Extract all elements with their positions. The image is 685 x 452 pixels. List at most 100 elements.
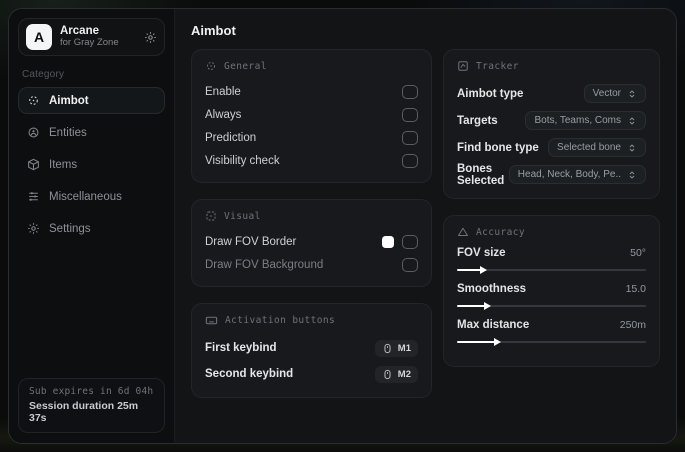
app-window: A Arcane for Gray Zone Category [8,8,677,444]
accuracy-card-header: Accuracy [457,226,646,238]
app-subtitle: for Gray Zone [60,37,119,49]
section-title: Activation buttons [225,315,336,326]
section-title: Accuracy [476,226,525,238]
section-title: Visual [224,210,261,222]
crosshair-icon [27,94,40,107]
activation-buttons-card: Activation buttons First keybind M1 [191,303,432,398]
sidebar-item-miscellaneous[interactable]: Miscellaneous [18,183,165,210]
sidebar-item-label: Items [49,158,78,171]
focus-icon [205,210,217,222]
unfold-icon [627,143,637,153]
fov-border-color-swatch[interactable] [382,235,394,248]
general-card: General Enable Always Prediction [191,49,432,183]
select-value: Vector [592,88,621,99]
sidebar-nav: Aimbot Entities Items [18,87,165,242]
visual-card: Visual Draw FOV Border Draw FOV Backgrou… [191,199,432,287]
sidebar: A Arcane for Gray Zone Category [9,9,175,443]
aimbot-type-select[interactable]: Vector [583,84,646,103]
setting-label: Bones Selected [457,162,505,187]
setting-label: Prediction [205,131,257,144]
unfold-icon [627,116,637,126]
max-distance-slider[interactable] [457,337,646,346]
setting-row: First keybind M1 [205,336,418,360]
sidebar-item-items[interactable]: Items [18,151,165,178]
draw-fov-background-checkbox[interactable] [402,257,418,272]
second-keybind-button[interactable]: M2 [374,365,418,383]
slider-label: Max distance [457,319,530,331]
sidebar-item-aimbot[interactable]: Aimbot [18,87,165,114]
gear-icon [27,222,40,235]
slider-fill [457,265,488,274]
max-distance-group: Max distance 250m [457,319,646,346]
mouse-icon [382,369,393,380]
setting-row: Aimbot type Vector [457,81,646,106]
visibility-check-checkbox[interactable] [402,153,418,168]
section-title: Tracker [476,60,519,72]
sidebar-item-label: Aimbot [49,94,89,107]
triangle-icon [457,226,469,238]
app-header: A Arcane for Gray Zone [18,18,165,56]
mouse-icon [382,343,393,354]
bones-selected-select[interactable]: Head, Neck, Body, Pe.. [508,165,646,184]
setting-row: Bones Selected Head, Neck, Body, Pe.. [457,162,646,187]
slider-value: 250m [619,319,646,331]
find-bone-type-select[interactable]: Selected bone [548,138,646,157]
slider-label: Smoothness [457,283,527,295]
fov-size-slider[interactable] [457,265,646,274]
activity-icon [457,60,469,72]
setting-label: Aimbot type [457,87,524,100]
package-icon [27,158,40,171]
accuracy-card: Accuracy FOV size 50° [443,215,660,367]
setting-row: Draw FOV Border [205,231,418,252]
sidebar-item-settings[interactable]: Settings [18,215,165,242]
setting-label: Find bone type [457,141,539,154]
draw-fov-border-checkbox[interactable] [402,234,418,249]
setting-label: Always [205,108,242,121]
sub-expires-text: Sub expires in 6d 04h [29,386,154,397]
tracker-card-header: Tracker [457,60,646,72]
setting-row: Draw FOV Background [205,254,418,275]
prediction-checkbox[interactable] [402,130,418,145]
setting-row: Second keybind M2 [205,362,418,386]
slider-fill [457,301,492,310]
app-logo: A [26,24,52,50]
slider-value: 50° [630,247,646,259]
setting-row: Targets Bots, Teams, Coms [457,108,646,133]
section-title: General [224,60,267,72]
always-checkbox[interactable] [402,107,418,122]
right-column: Tracker Aimbot type Vector Targets [443,49,660,367]
setting-label: Draw FOV Border [205,235,297,248]
sidebar-item-label: Miscellaneous [49,190,122,203]
page-title: Aimbot [191,23,236,38]
enable-checkbox[interactable] [402,84,418,99]
smoothness-slider[interactable] [457,301,646,310]
setting-label: Enable [205,85,241,98]
setting-label: First keybind [205,342,277,354]
gear-icon[interactable] [144,31,157,44]
main-content: Aimbot General Enable [175,9,676,443]
activation-card-header: Activation buttons [205,314,418,327]
keybind-value: M1 [397,342,411,354]
setting-row: Enable [205,81,418,102]
left-column: General Enable Always Prediction [191,49,432,398]
targets-select[interactable]: Bots, Teams, Coms [525,111,646,130]
select-value: Bots, Teams, Coms [534,115,621,126]
setting-label: Visibility check [205,154,280,167]
fov-size-group: FOV size 50° [457,247,646,274]
session-duration-text: Session duration 25m 37s [29,400,139,424]
tracker-card: Tracker Aimbot type Vector Targets [443,49,660,199]
slider-thumb[interactable] [484,301,492,310]
app-names: Arcane for Gray Zone [60,25,136,49]
slider-thumb[interactable] [480,265,488,274]
first-keybind-button[interactable]: M1 [374,339,418,357]
sidebar-item-entities[interactable]: Entities [18,119,165,146]
slider-value: 15.0 [625,283,646,295]
sidebar-item-label: Settings [49,222,91,235]
setting-label: Second keybind [205,368,294,380]
general-card-header: General [205,60,418,72]
slider-label: FOV size [457,247,506,259]
sidebar-item-label: Entities [49,126,87,139]
slider-fill [457,337,501,346]
smoothness-group: Smoothness 15.0 [457,283,646,310]
slider-thumb[interactable] [493,337,501,346]
